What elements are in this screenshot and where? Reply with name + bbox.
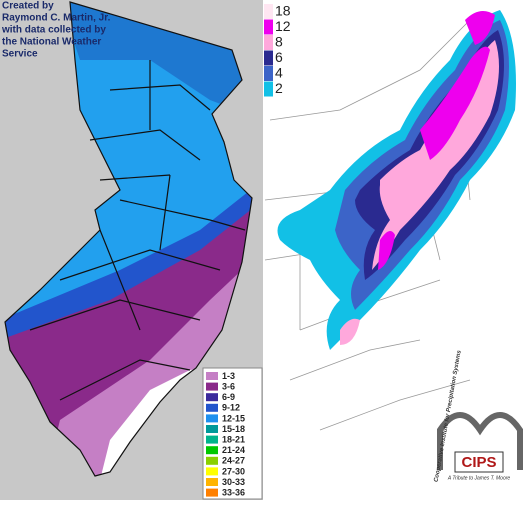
legend-swatch (206, 456, 218, 465)
legend-label: 27-30 (222, 466, 245, 476)
legend-swatch (206, 467, 218, 476)
logo-tribute: A Tribute to James T. Moore (447, 475, 511, 481)
logo-acronym: CIPS (461, 454, 496, 471)
credit-line: the National Weather (2, 37, 101, 48)
legend-label: 18 (275, 3, 291, 19)
legend-swatch (206, 488, 218, 497)
legend-label: 6-9 (222, 392, 235, 402)
legend-label: 18-21 (222, 434, 245, 444)
legend-swatch (264, 50, 273, 66)
legend-swatch (206, 393, 218, 402)
legend-label: 6 (275, 49, 283, 65)
county-lines (29, 60, 246, 401)
credit-line: with data collected by (1, 25, 106, 36)
state-outline (4, 1, 253, 477)
legend-label: 9-12 (222, 403, 240, 413)
legend-swatch (206, 372, 218, 380)
legend-swatch (206, 435, 218, 444)
legend-swatch (206, 382, 218, 391)
legend-label: 30-33 (222, 477, 245, 487)
legend-label: 1-3 (222, 371, 235, 381)
credit-line: Service (2, 49, 38, 60)
legend-label: 33-36 (222, 487, 245, 497)
legend-label: 3-6 (222, 381, 235, 391)
legend-swatch (206, 425, 218, 433)
legend-label: 15-18 (222, 424, 245, 434)
legend-swatch (206, 403, 218, 412)
legend-swatch (264, 66, 273, 81)
legend-label: 2 (275, 80, 283, 96)
legend-label: 24-27 (222, 456, 245, 466)
legend-label: 12 (275, 18, 291, 34)
legend-label: 8 (275, 34, 283, 50)
legend-swatch (264, 81, 273, 97)
left-legend-box (202, 367, 263, 500)
snowfall-field (277, 10, 516, 350)
legend-label: 4 (275, 65, 283, 81)
legend-swatch (264, 4, 273, 19)
legend-label: 21-24 (222, 445, 245, 455)
credit-line: Raymond C. Martin, Jr. (2, 13, 111, 24)
left-legend: 1-33-66-99-1212-1515-1818-2121-2424-2727… (206, 371, 245, 497)
legend-label: 12-15 (222, 413, 245, 423)
legend-swatch (206, 414, 218, 423)
legend-swatch (206, 446, 218, 455)
legend-swatch (264, 35, 273, 50)
legend-swatch (264, 19, 273, 35)
credit-line: Created by (2, 1, 54, 12)
legend-swatch (206, 478, 218, 486)
